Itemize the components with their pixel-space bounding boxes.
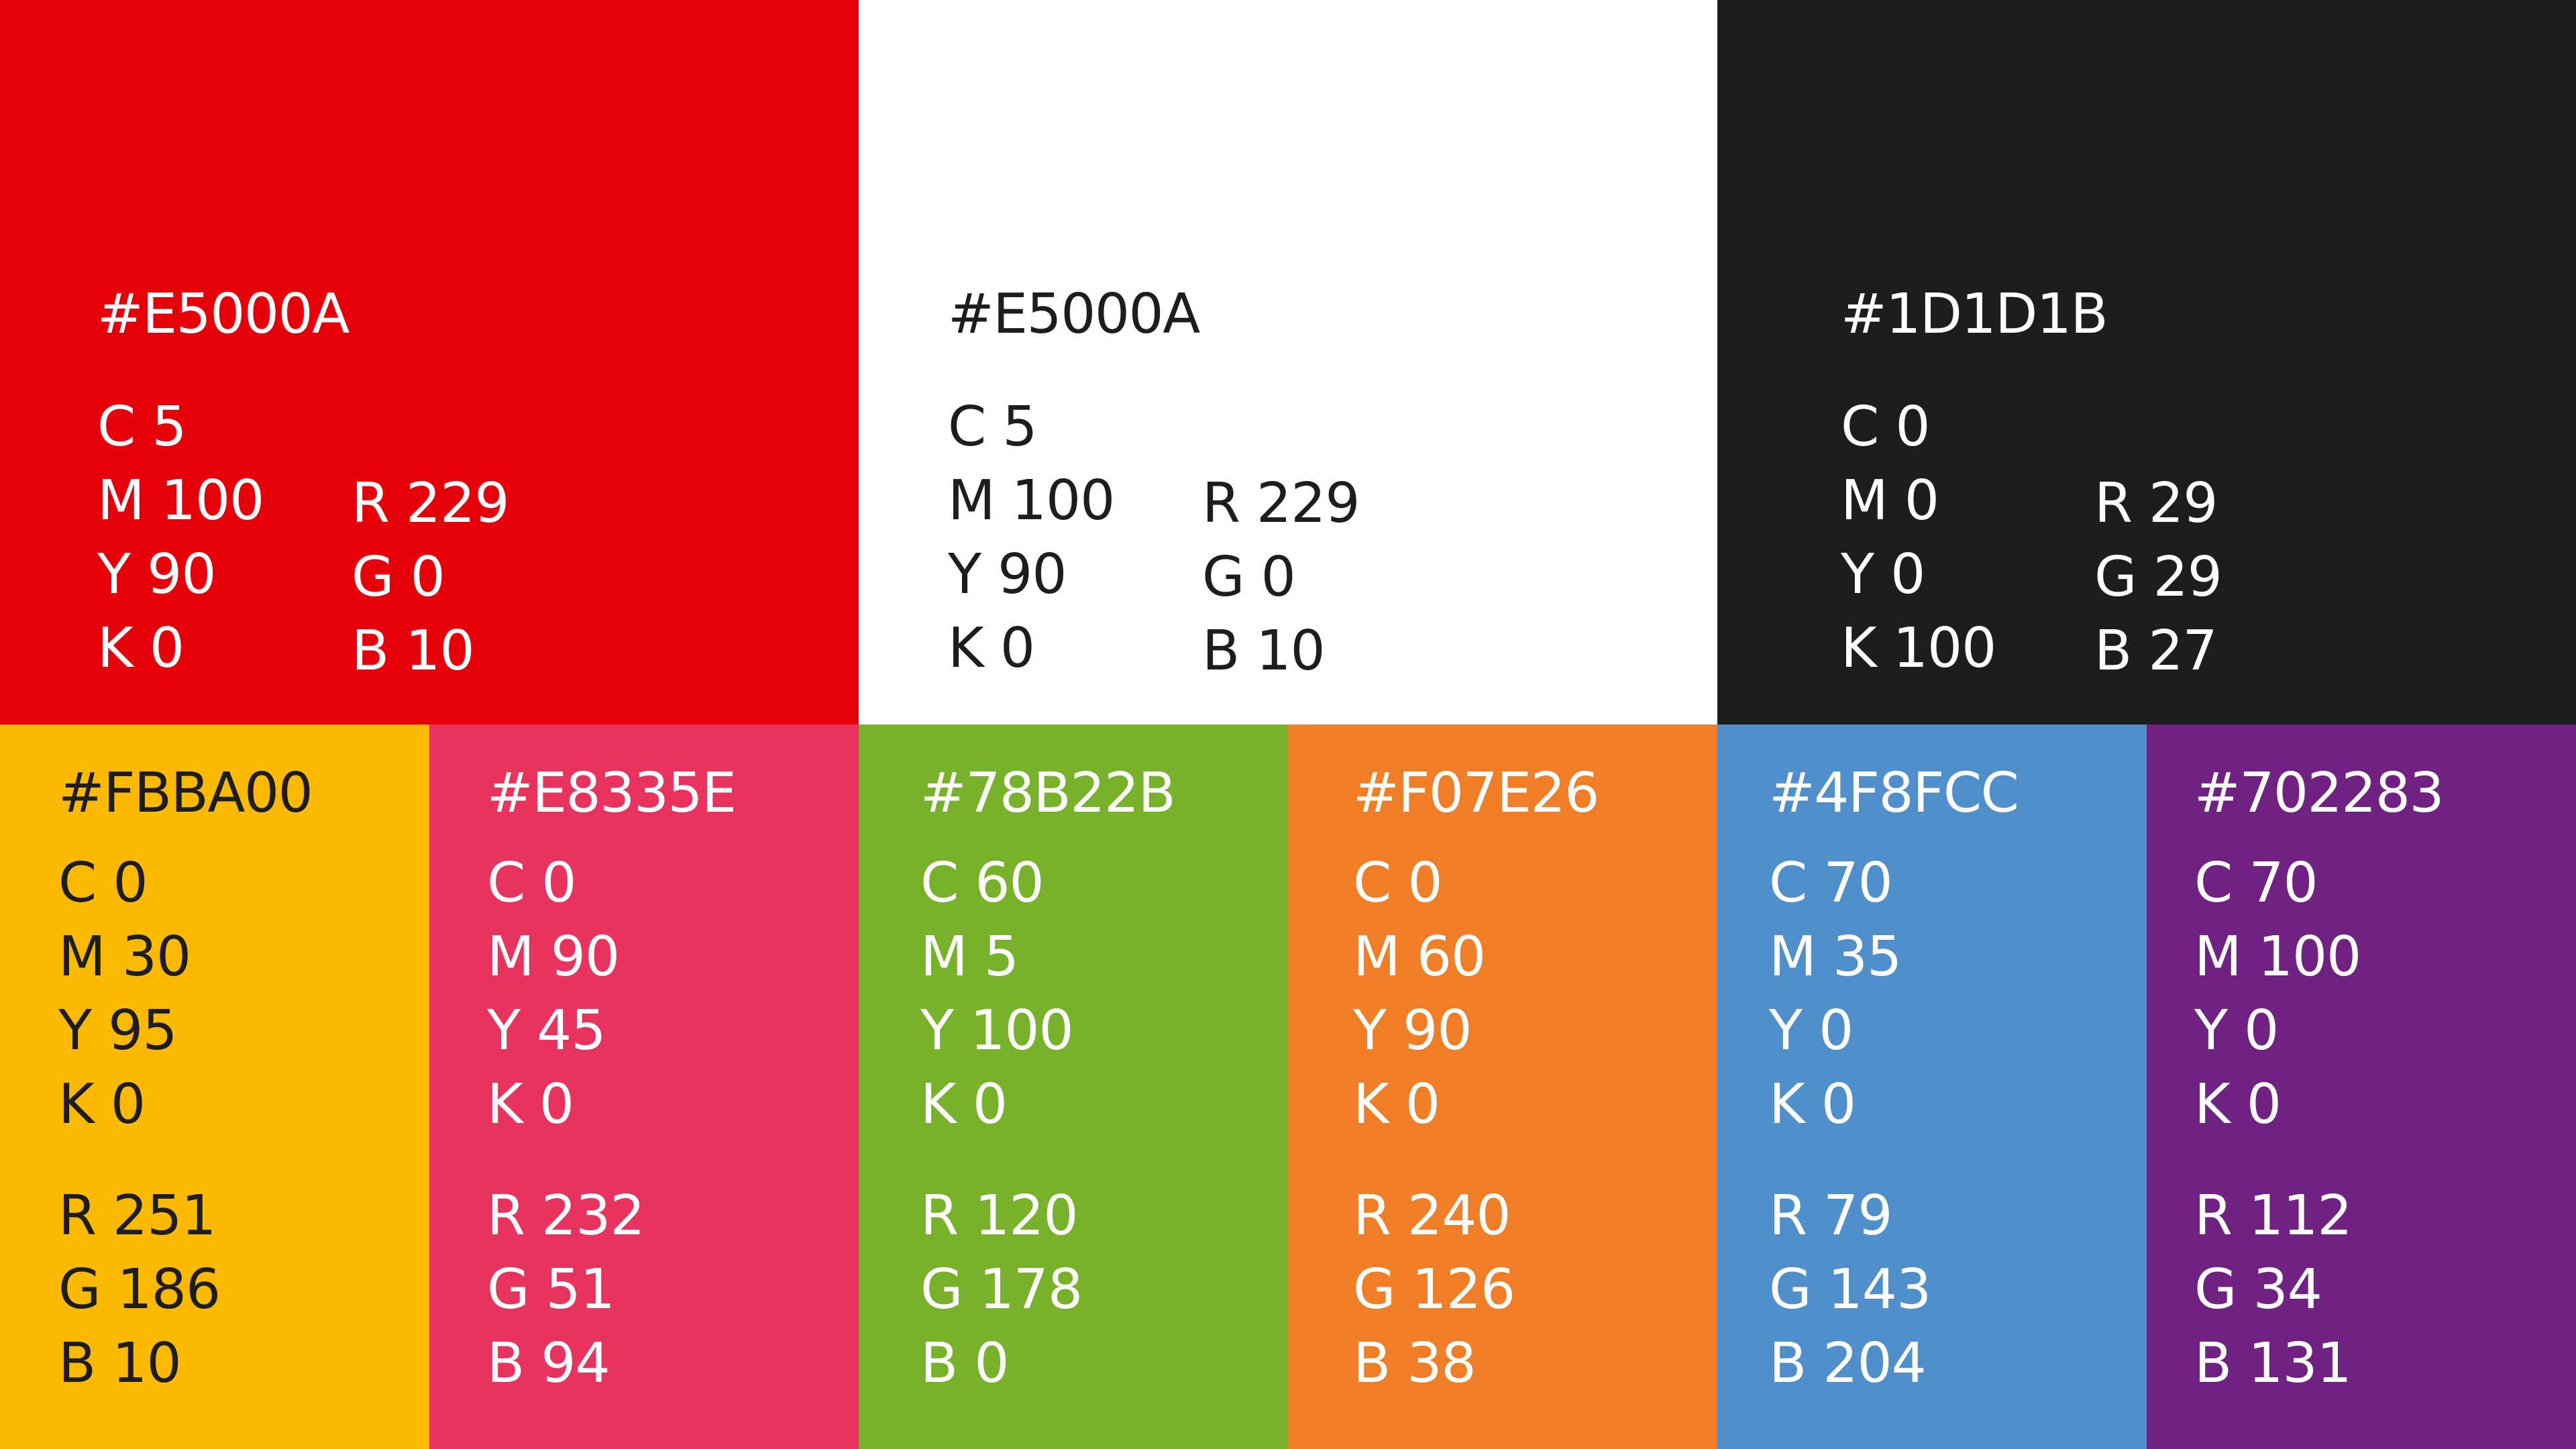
cmyk-k: K 0 <box>58 1073 146 1136</box>
hex-code: #702283 <box>2194 761 2445 825</box>
rgb-b: B 204 <box>1769 1332 1927 1395</box>
cmyk-y: Y 95 <box>58 999 177 1063</box>
cmyk-c: C 0 <box>487 851 576 915</box>
cmyk-k: K 0 <box>1769 1073 1856 1136</box>
rgb-b: B 131 <box>2194 1332 2352 1395</box>
cmyk-m: M 100 <box>97 469 264 533</box>
cmyk-y: Y 0 <box>1769 999 1854 1063</box>
rgb-b: B 10 <box>352 619 475 683</box>
swatch-orange: #F07E26 C 0 M 60 Y 90 K 0 R 240 G 126 B … <box>1288 724 1717 1449</box>
cmyk-c: C 0 <box>1353 851 1442 915</box>
swatch-yellow: #FBBA00 C 0 M 30 Y 95 K 0 R 251 G 186 B … <box>0 724 429 1449</box>
cmyk-y: Y 0 <box>2194 999 2279 1063</box>
swatch-black: #1D1D1B C 0 M 0 Y 0 K 100 R 29 G 29 B 27 <box>1717 0 2576 724</box>
rgb-g: G 0 <box>352 545 445 609</box>
cmyk-c: C 0 <box>58 851 148 915</box>
cmyk-k: K 0 <box>97 616 184 680</box>
cmyk-m: M 30 <box>58 925 191 989</box>
cmyk-y: Y 0 <box>1841 543 1925 606</box>
cmyk-y: Y 90 <box>1353 999 1472 1063</box>
rgb-b: B 0 <box>920 1332 1009 1395</box>
cmyk-k: K 0 <box>948 616 1035 680</box>
rgb-r: R 229 <box>352 472 510 535</box>
swatch-blue: #4F8FCC C 70 M 35 Y 0 K 0 R 79 G 143 B 2… <box>1717 724 2147 1449</box>
cmyk-m: M 5 <box>920 925 1019 989</box>
cmyk-y: Y 90 <box>948 543 1067 606</box>
rgb-r: R 229 <box>1202 472 1360 535</box>
swatch-purple: #702283 C 70 M 100 Y 0 K 0 R 112 G 34 B … <box>2147 724 2576 1449</box>
rgb-g: G 0 <box>1202 545 1296 609</box>
hex-code: #E5000A <box>948 282 1200 346</box>
swatch-red: #E5000A C 5 M 100 Y 90 K 0 R 229 G 0 B 1… <box>0 0 859 724</box>
hex-code: #1D1D1B <box>1841 282 2108 346</box>
rgb-r: R 240 <box>1353 1184 1511 1248</box>
hex-code: #FBBA00 <box>58 761 313 825</box>
cmyk-k: K 100 <box>1841 616 1996 680</box>
cmyk-c: C 70 <box>2194 851 2318 915</box>
cmyk-y: Y 45 <box>487 999 606 1063</box>
cmyk-m: M 35 <box>1769 925 1902 989</box>
rgb-r: R 79 <box>1769 1184 1892 1248</box>
cmyk-k: K 0 <box>2194 1073 2282 1136</box>
hex-code: #E8335E <box>487 761 737 825</box>
cmyk-m: M 90 <box>487 925 620 989</box>
rgb-g: G 126 <box>1353 1258 1515 1322</box>
rgb-g: G 29 <box>2094 545 2222 609</box>
rgb-b: B 10 <box>1202 619 1326 683</box>
cmyk-m: M 100 <box>2194 925 2361 989</box>
cmyk-y: Y 90 <box>97 543 216 606</box>
swatch-green: #78B22B C 60 M 5 Y 100 K 0 R 120 G 178 B… <box>859 724 1288 1449</box>
cmyk-c: C 70 <box>1769 851 1893 915</box>
cmyk-k: K 0 <box>920 1073 1008 1136</box>
hex-code: #78B22B <box>920 761 1176 825</box>
cmyk-k: K 0 <box>1353 1073 1440 1136</box>
hex-code: #E5000A <box>97 282 350 346</box>
hex-code: #F07E26 <box>1353 761 1599 825</box>
rgb-r: R 120 <box>920 1184 1079 1248</box>
cmyk-c: C 0 <box>1841 395 1930 459</box>
rgb-g: G 186 <box>58 1258 221 1322</box>
cmyk-y: Y 100 <box>920 999 1074 1063</box>
cmyk-m: M 0 <box>1841 469 1939 533</box>
rgb-b: B 10 <box>58 1332 182 1395</box>
rgb-g: G 51 <box>487 1258 615 1322</box>
rgb-r: R 232 <box>487 1184 645 1248</box>
rgb-r: R 112 <box>2194 1184 2353 1248</box>
rgb-b: B 27 <box>2094 619 2218 683</box>
cmyk-c: C 60 <box>920 851 1044 915</box>
rgb-r: R 29 <box>2094 472 2218 535</box>
cmyk-c: C 5 <box>948 395 1037 459</box>
rgb-g: G 143 <box>1769 1258 1931 1322</box>
cmyk-k: K 0 <box>487 1073 574 1136</box>
rgb-g: G 178 <box>920 1258 1083 1322</box>
rgb-b: B 94 <box>487 1332 610 1395</box>
cmyk-m: M 100 <box>948 469 1115 533</box>
swatch-white: #E5000A C 5 M 100 Y 90 K 0 R 229 G 0 B 1… <box>859 0 1717 724</box>
rgb-r: R 251 <box>58 1184 217 1248</box>
rgb-b: B 38 <box>1353 1332 1477 1395</box>
cmyk-c: C 5 <box>97 395 186 459</box>
rgb-g: G 34 <box>2194 1258 2322 1322</box>
hex-code: #4F8FCC <box>1769 761 2019 825</box>
cmyk-m: M 60 <box>1353 925 1486 989</box>
swatch-pink: #E8335E C 0 M 90 Y 45 K 0 R 232 G 51 B 9… <box>429 724 859 1449</box>
